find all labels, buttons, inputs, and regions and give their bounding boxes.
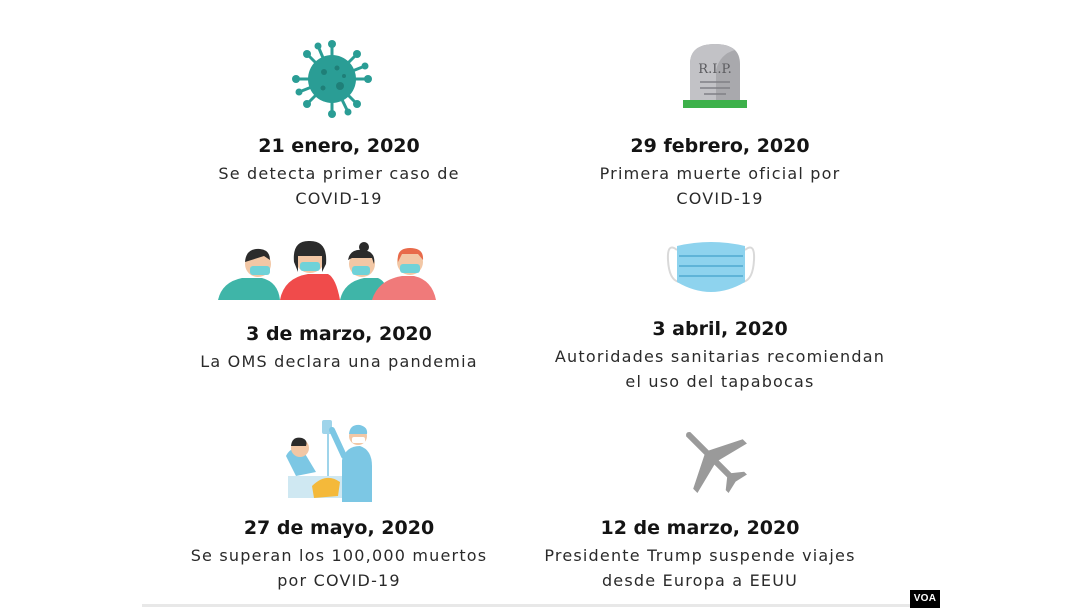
event-description-line2: el uso del tapabocas bbox=[625, 372, 815, 391]
event-date: 12 de marzo, 2020 bbox=[600, 517, 800, 539]
event-card-1: 21 enero, 2020 Se detecta primer caso de… bbox=[179, 135, 499, 211]
event-date: 3 de marzo, 2020 bbox=[246, 323, 432, 345]
event-card-6: 12 de marzo, 2020 Presidente Trump suspe… bbox=[530, 517, 870, 593]
event-description-line1: La OMS declara una pandemia bbox=[200, 352, 478, 371]
event-card-5: 27 de mayo, 2020 Se superan los 100,000 … bbox=[169, 517, 509, 593]
event-description-line1: Se superan los 100,000 muertos bbox=[190, 546, 488, 565]
event-date: 21 enero, 2020 bbox=[258, 135, 420, 157]
event-description-line1: Se detecta primer caso de bbox=[218, 164, 460, 183]
event-card-2: 29 febrero, 2020 Primera muerte oficial … bbox=[560, 135, 880, 211]
face-mask-icon bbox=[666, 242, 756, 292]
event-description-line2: COVID-19 bbox=[295, 189, 383, 208]
event-description-line2: desde Europa a EEUU bbox=[601, 571, 799, 590]
bottom-divider bbox=[142, 604, 910, 607]
virus-icon bbox=[292, 40, 372, 118]
event-date: 29 febrero, 2020 bbox=[630, 135, 810, 157]
tombstone-icon: R.I.P. bbox=[683, 44, 747, 108]
event-description-line2: COVID-19 bbox=[676, 189, 764, 208]
event-description-line2: por COVID-19 bbox=[277, 571, 401, 590]
event-date: 3 abril, 2020 bbox=[652, 318, 788, 340]
voa-watermark: VOA bbox=[910, 590, 940, 608]
hospital-patient-icon bbox=[286, 420, 372, 502]
event-description-line1: Autoridades sanitarias recomiendan bbox=[554, 347, 886, 366]
event-date: 27 de mayo, 2020 bbox=[243, 517, 435, 539]
rip-text: R.I.P. bbox=[698, 62, 731, 77]
event-card-3: 3 de marzo, 2020 La OMS declara una pand… bbox=[169, 323, 509, 374]
airplane-icon bbox=[686, 432, 747, 493]
event-description-line1: Presidente Trump suspende viajes bbox=[544, 546, 856, 565]
event-card-4: 3 abril, 2020 Autoridades sanitarias rec… bbox=[550, 318, 890, 394]
event-description-line1: Primera muerte oficial por bbox=[599, 164, 841, 183]
masked-people-icon bbox=[218, 240, 436, 300]
